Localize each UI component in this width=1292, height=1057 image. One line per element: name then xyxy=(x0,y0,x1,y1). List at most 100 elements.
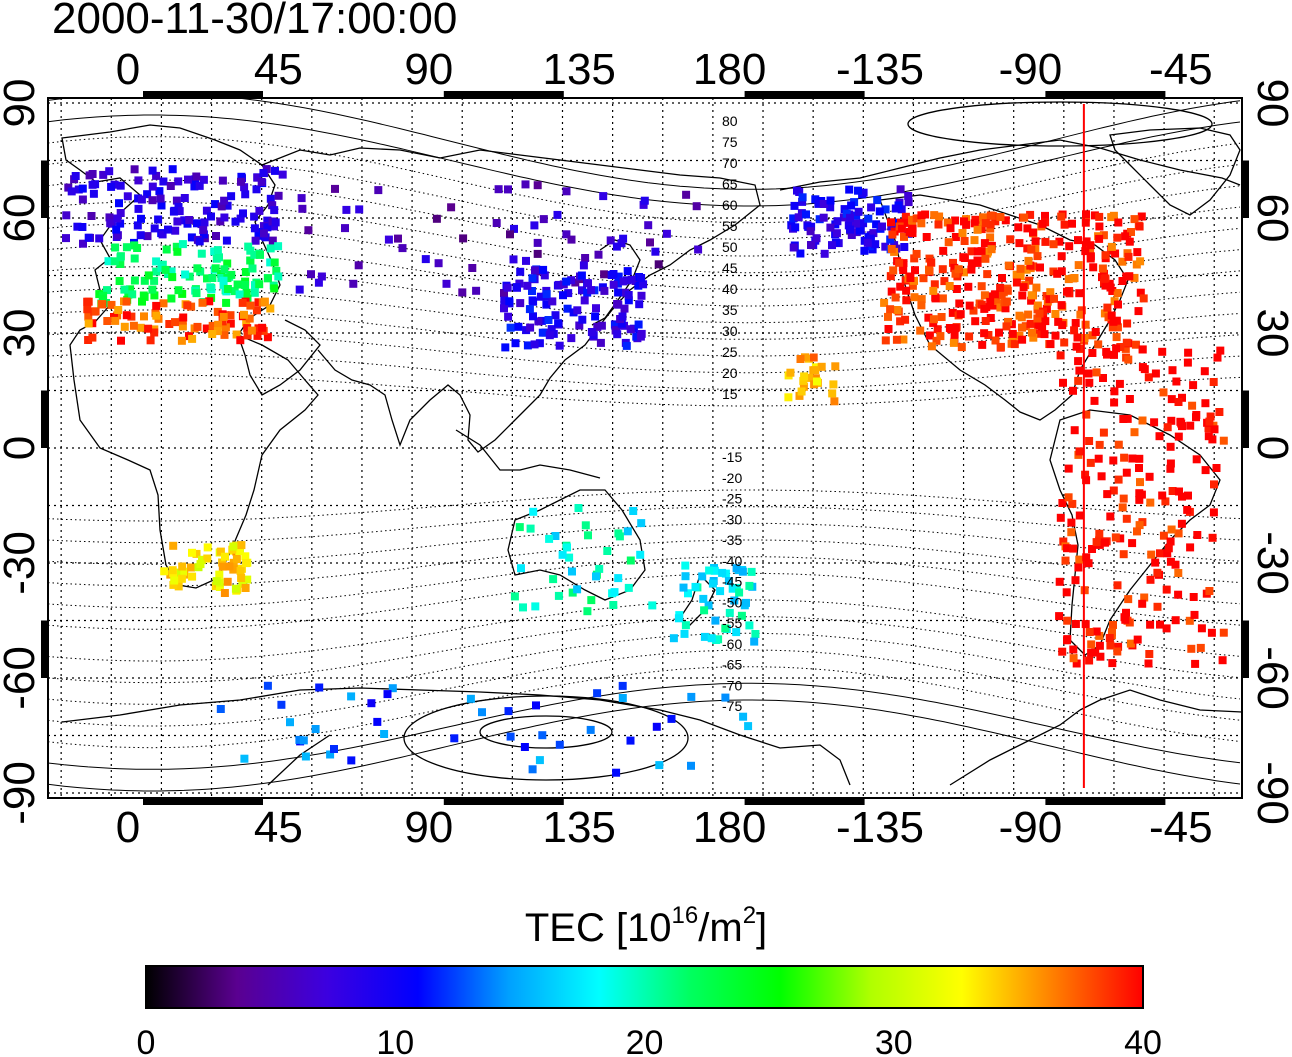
tec-point xyxy=(84,312,93,321)
tec-point xyxy=(558,550,567,559)
tec-point xyxy=(990,290,999,299)
tec-point xyxy=(1197,624,1206,633)
tec-point xyxy=(888,230,897,239)
tec-point xyxy=(945,282,954,290)
tec-point xyxy=(511,339,520,348)
tec-point xyxy=(1134,307,1143,316)
tec-point xyxy=(1070,326,1079,335)
tec-point xyxy=(84,319,93,328)
frame-ticks xyxy=(41,91,1249,805)
tec-point xyxy=(180,194,189,202)
tec-point xyxy=(1085,378,1094,387)
tec-point xyxy=(150,291,159,300)
tec-point xyxy=(373,717,382,726)
tec-point xyxy=(887,222,896,231)
tec-data-points xyxy=(62,165,1228,777)
south-pole-contour xyxy=(479,715,613,749)
lon-tick-label-top: -90 xyxy=(999,45,1063,94)
tec-point xyxy=(1103,350,1111,359)
tec-point xyxy=(1159,531,1168,540)
tec-point xyxy=(793,186,801,195)
tec-point xyxy=(150,276,159,285)
tec-point xyxy=(122,243,131,252)
tec-point xyxy=(1020,213,1029,222)
tec-point xyxy=(1027,296,1036,305)
tec-point xyxy=(442,279,451,288)
tec-point xyxy=(1108,659,1117,668)
tec-point xyxy=(534,317,543,326)
tec-point xyxy=(503,283,512,292)
mlat-label: 20 xyxy=(722,365,738,381)
tec-point xyxy=(981,317,990,325)
tec-point xyxy=(1144,373,1153,382)
tec-point xyxy=(162,245,171,254)
tec-point xyxy=(1038,219,1047,228)
tec-point xyxy=(562,230,571,239)
tec-point xyxy=(609,601,618,609)
tec-point xyxy=(1113,647,1122,656)
tec-point xyxy=(846,213,854,222)
tec-point xyxy=(190,182,199,191)
tec-point xyxy=(220,330,229,339)
tec-point xyxy=(681,561,690,570)
tec-point xyxy=(587,596,596,605)
tec-point xyxy=(536,292,545,301)
tec-point xyxy=(954,265,963,274)
tec-point xyxy=(164,225,172,234)
tec-point xyxy=(232,330,241,339)
tec-point xyxy=(231,217,240,226)
tec-point xyxy=(1054,317,1063,326)
tec-point xyxy=(1095,222,1104,231)
tec-point xyxy=(542,290,551,299)
tec-point xyxy=(1055,612,1064,621)
tec-point xyxy=(1138,416,1147,425)
tec-point xyxy=(1136,478,1144,487)
tec-point xyxy=(197,249,206,258)
tec-point xyxy=(116,260,125,268)
tec-point xyxy=(619,234,628,243)
tec-point xyxy=(899,335,908,344)
tec-point xyxy=(1107,213,1116,222)
tec-point xyxy=(1209,508,1218,517)
tec-point xyxy=(1004,261,1013,270)
tec-point xyxy=(526,323,535,332)
tec-point xyxy=(828,241,836,250)
tec-point xyxy=(250,212,259,221)
tec-point xyxy=(222,298,231,307)
tec-point xyxy=(1090,211,1099,220)
tec-point xyxy=(1097,472,1106,481)
tec-point xyxy=(946,224,955,233)
tec-point xyxy=(243,324,252,333)
tec-point xyxy=(155,187,164,196)
tec-point xyxy=(1109,621,1117,629)
tec-point xyxy=(854,207,863,216)
tec-point xyxy=(150,224,159,233)
tec-point xyxy=(510,224,518,233)
tec-point xyxy=(126,285,135,294)
tec-point xyxy=(252,185,261,194)
tec-point xyxy=(938,265,947,274)
tec-point xyxy=(1010,340,1019,349)
tec-point xyxy=(980,239,989,248)
tec-point xyxy=(1167,416,1176,425)
tec-point xyxy=(1111,533,1120,542)
tec-point xyxy=(1109,486,1118,495)
tec-point xyxy=(1094,340,1103,349)
tec-point xyxy=(523,281,532,290)
tec-point xyxy=(563,304,572,313)
tec-point xyxy=(895,258,904,267)
tec-point xyxy=(235,290,244,299)
tec-point xyxy=(798,193,807,202)
tec-point xyxy=(951,324,960,333)
lon-tick-label-top: -135 xyxy=(836,45,924,94)
tec-point xyxy=(254,298,263,307)
tec-point xyxy=(236,336,245,345)
tec-point xyxy=(911,266,919,275)
tec-point xyxy=(1074,236,1082,245)
tec-point xyxy=(220,213,229,222)
tec-point xyxy=(1166,537,1175,546)
tec-point xyxy=(1075,289,1084,298)
tec-point xyxy=(193,322,202,331)
tec-point xyxy=(539,215,548,224)
tec-point xyxy=(1056,513,1065,522)
